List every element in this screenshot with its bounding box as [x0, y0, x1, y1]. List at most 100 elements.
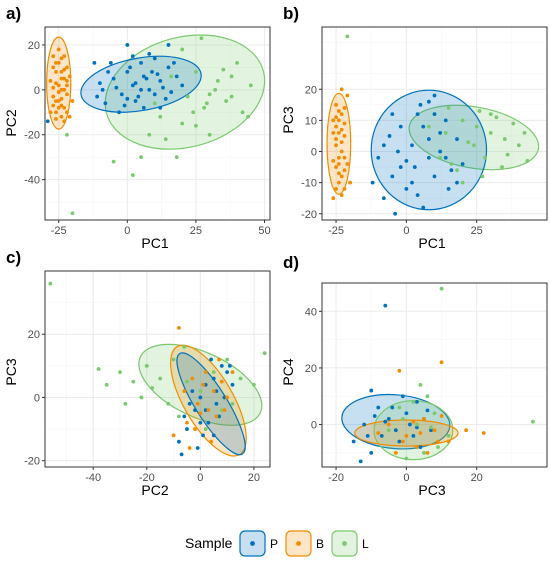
panel-b-point-P — [381, 143, 386, 148]
panel-c-point-B — [182, 389, 187, 394]
panel-d-letter: d) — [283, 253, 299, 272]
panel-c-point-P — [187, 401, 192, 406]
panel-b-point-L — [460, 180, 465, 185]
panel-a-point-P — [147, 52, 152, 56]
panel-d-point-P — [369, 388, 374, 393]
panel-a-point-P — [133, 99, 138, 103]
panel-a-point-P — [125, 69, 130, 74]
panel-b-point-B — [342, 168, 347, 173]
panel-c-letter: c) — [6, 248, 21, 267]
panel-a-point-P — [111, 76, 116, 81]
panel-a-point-L — [240, 110, 245, 115]
panel-c-point-L — [166, 401, 171, 406]
panel-c-border — [44, 270, 271, 468]
panel-d-point-B — [432, 428, 437, 433]
panel-c-point-P — [225, 370, 230, 375]
panel-a-point-P — [133, 81, 138, 86]
panel-b-point-P — [426, 99, 431, 104]
panel-a-point-B — [67, 114, 72, 119]
panel-d-point-P — [383, 419, 388, 424]
panel-d-point-B — [439, 360, 444, 365]
panel-c-point-B — [193, 427, 197, 431]
panel-c-point-L — [48, 281, 53, 286]
panel-a-point-L — [111, 159, 116, 164]
panel-a-point-L — [152, 101, 157, 106]
panel-b-point-P — [376, 155, 381, 160]
panel-a-point-P — [128, 65, 132, 70]
panel-d-point-L — [411, 399, 416, 404]
panel-b-point-B — [339, 140, 344, 145]
panel-c-point-L — [139, 395, 144, 400]
panel-b-point-L — [500, 165, 504, 169]
panel-a-point-L — [158, 114, 163, 119]
panel-d-point-P — [415, 399, 419, 404]
panel-b-point-P — [370, 180, 375, 185]
panel-b-point-P — [410, 143, 414, 148]
panel-a-y-tick-label: -20 — [24, 130, 40, 142]
panel-a-y-tick-label: 0 — [34, 85, 40, 97]
panel-a-point-L — [224, 99, 228, 103]
panel-c-x-tick-label: 20 — [248, 472, 260, 484]
panel-a-point-L — [248, 83, 253, 88]
panel-d-point-P — [429, 428, 433, 433]
panel-d-y-tick-label: 20 — [305, 363, 317, 375]
panel-a-point-P — [125, 43, 130, 47]
panel-b-point-P — [443, 155, 448, 160]
panel-c-point-P — [214, 389, 219, 394]
panel-d-x-tick-label: 0 — [403, 472, 409, 484]
panel-b-point-L — [488, 130, 493, 135]
panel-a-point-B — [65, 78, 69, 83]
panel-c-point-P — [195, 446, 200, 450]
panel-a-point-L — [221, 67, 226, 72]
panel-a-point-B — [59, 96, 64, 101]
panel-d-point-B — [446, 439, 451, 444]
panel-b-point-L — [494, 115, 499, 120]
panel-d-ellipse-B — [354, 419, 459, 447]
panel-a-point-P — [122, 103, 127, 108]
panel-a-point-B — [56, 83, 61, 88]
panel-b-point-B — [342, 186, 347, 191]
panel-b-point-P — [387, 134, 392, 138]
panel-b-point-B — [348, 180, 353, 185]
panel-c-x-tick-label: -40 — [85, 472, 101, 484]
panel-a-letter: a) — [6, 4, 21, 23]
panel-a-point-L — [174, 155, 179, 160]
panel-a-point-B — [59, 114, 64, 119]
panel-b-border — [321, 26, 548, 221]
panel-b-point-B — [342, 106, 347, 110]
panel-d-point-L — [400, 416, 405, 421]
panel-a-point-P — [141, 74, 146, 79]
panel-d-point-P — [372, 414, 377, 418]
legend-title: Sample — [185, 535, 233, 551]
panel-b-letter: b) — [283, 4, 299, 23]
panel-b-point-B — [339, 127, 344, 132]
panel-b-point-L — [438, 155, 443, 160]
panel-c-point-L — [203, 427, 208, 431]
legend-key-L: L — [331, 530, 369, 557]
panel-d-point-P — [369, 450, 374, 455]
panel-a-point-L — [163, 137, 168, 142]
panel-c-point-B — [195, 401, 200, 406]
panel-d-point-B — [397, 368, 402, 373]
panel-c-point-L — [158, 376, 163, 381]
legend-key-P: P — [239, 530, 278, 557]
panel-b-point-P — [449, 168, 454, 173]
panel-b-plot: -25 0 25 -20 -10 0 10 20 — [301, 26, 548, 237]
panel-a-point-B — [62, 119, 67, 124]
panel-b-point-L — [502, 137, 507, 141]
panel-a-point-L — [199, 36, 204, 41]
panel-d-point-P — [407, 422, 412, 427]
panel-a-point-B — [62, 87, 67, 92]
panel-d-point-B — [400, 439, 405, 444]
panel-d-point-B — [393, 450, 398, 455]
panel-a-point-B — [65, 65, 69, 70]
panel-b-point-B — [336, 180, 341, 185]
legend: Sample P B L — [185, 530, 369, 557]
panel-a-point-L — [213, 87, 218, 92]
panel-a-point-L — [180, 47, 185, 52]
panel-a-point-B — [67, 74, 72, 79]
panel-a-point-P — [172, 61, 176, 65]
panel-d-point-P — [379, 433, 384, 438]
panel-c-point-P — [227, 363, 232, 368]
panel-b-point-L — [446, 106, 451, 110]
